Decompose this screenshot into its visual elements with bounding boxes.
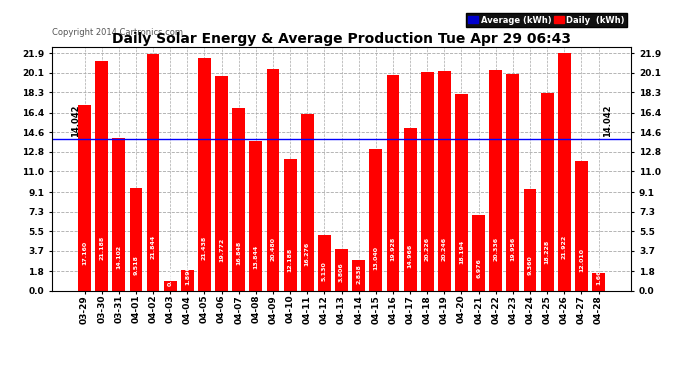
Bar [575, 160, 588, 291]
Bar [421, 72, 433, 291]
Bar [369, 149, 382, 291]
Bar [386, 75, 400, 291]
Text: 1.668: 1.668 [596, 266, 601, 285]
Bar [301, 114, 314, 291]
Bar [592, 273, 605, 291]
Text: 21.844: 21.844 [150, 235, 155, 259]
Bar [95, 61, 108, 291]
Text: 19.928: 19.928 [391, 237, 395, 261]
Title: Daily Solar Energy & Average Production Tue Apr 29 06:43: Daily Solar Energy & Average Production … [112, 32, 571, 46]
Bar [233, 108, 245, 291]
Text: 9.518: 9.518 [133, 255, 139, 275]
Text: 21.188: 21.188 [99, 236, 104, 260]
Bar [404, 129, 417, 291]
Text: 3.806: 3.806 [339, 262, 344, 282]
Text: 19.956: 19.956 [511, 237, 515, 261]
Text: 20.246: 20.246 [442, 237, 447, 261]
Bar [215, 76, 228, 291]
Text: 0.932: 0.932 [168, 266, 172, 286]
Text: 13.040: 13.040 [373, 246, 378, 270]
Legend: Average (kWh), Daily  (kWh): Average (kWh), Daily (kWh) [466, 13, 627, 27]
Text: 1.890: 1.890 [185, 265, 190, 285]
Bar [181, 270, 194, 291]
Text: 18.228: 18.228 [544, 239, 550, 264]
Bar [472, 215, 485, 291]
Text: 17.160: 17.160 [82, 241, 87, 265]
Bar [78, 105, 91, 291]
Text: 2.838: 2.838 [356, 264, 361, 284]
Text: 12.010: 12.010 [579, 248, 584, 272]
Bar [524, 189, 536, 291]
Text: 16.276: 16.276 [305, 242, 310, 266]
Bar [455, 93, 468, 291]
Bar [489, 70, 502, 291]
Text: 12.188: 12.188 [288, 247, 293, 272]
Text: 20.226: 20.226 [425, 237, 430, 261]
Text: 21.922: 21.922 [562, 235, 566, 259]
Text: 13.844: 13.844 [253, 245, 258, 269]
Bar [198, 58, 211, 291]
Text: 5.130: 5.130 [322, 261, 327, 281]
Bar [130, 188, 142, 291]
Text: 14.966: 14.966 [408, 244, 413, 268]
Text: 16.848: 16.848 [236, 241, 241, 266]
Bar [112, 138, 125, 291]
Bar [506, 74, 520, 291]
Bar [266, 69, 279, 291]
Bar [318, 235, 331, 291]
Text: 20.480: 20.480 [270, 237, 275, 261]
Text: 19.772: 19.772 [219, 237, 224, 262]
Bar [250, 141, 262, 291]
Text: 14.042: 14.042 [72, 104, 81, 137]
Bar [541, 93, 553, 291]
Bar [558, 53, 571, 291]
Bar [284, 159, 297, 291]
Text: 18.194: 18.194 [459, 240, 464, 264]
Text: 14.042: 14.042 [602, 104, 611, 137]
Text: 20.336: 20.336 [493, 237, 498, 261]
Text: 9.360: 9.360 [528, 255, 533, 275]
Bar [353, 260, 365, 291]
Bar [147, 54, 159, 291]
Bar [335, 249, 348, 291]
Bar [438, 71, 451, 291]
Text: 14.102: 14.102 [117, 245, 121, 269]
Bar [164, 280, 177, 291]
Text: 6.976: 6.976 [476, 258, 481, 278]
Text: 21.438: 21.438 [202, 235, 207, 260]
Text: Copyright 2014 Cartronics.com: Copyright 2014 Cartronics.com [52, 28, 183, 37]
